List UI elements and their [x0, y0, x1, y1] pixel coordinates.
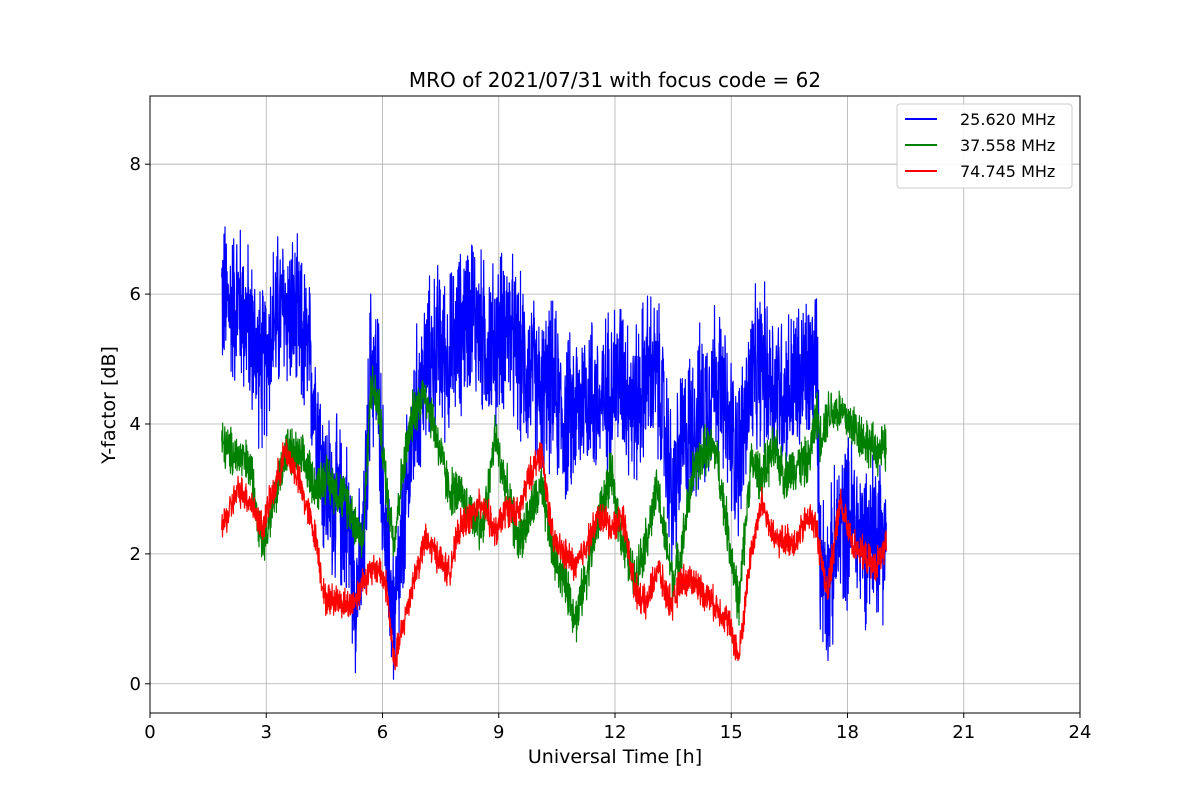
x-tick-label: 15 — [720, 722, 743, 743]
y-tick-label: 4 — [130, 414, 141, 435]
x-tick-label: 6 — [377, 722, 388, 743]
x-tick-label: 3 — [261, 722, 272, 743]
y-tick-label: 8 — [130, 154, 141, 175]
x-tick-label: 18 — [836, 722, 859, 743]
x-axis: 0 3 6 9 12 15 18 21 24 — [144, 713, 1091, 743]
x-tick-label: 21 — [952, 722, 975, 743]
plot-series-group — [221, 226, 887, 680]
series-line-3 — [221, 438, 887, 671]
x-axis-label: Universal Time [h] — [528, 746, 702, 768]
legend-label: 74.745 MHz — [960, 162, 1055, 181]
x-tick-label: 0 — [144, 722, 155, 743]
x-tick-label: 12 — [604, 722, 627, 743]
legend-box — [896, 103, 1073, 189]
series-line-2 — [221, 365, 887, 643]
y-tick-label: 0 — [130, 674, 141, 695]
legend-label: 25.620 MHz — [960, 110, 1055, 129]
y-tick-label: 6 — [130, 284, 141, 305]
x-tick-label: 9 — [493, 722, 504, 743]
x-tick-label: 24 — [1069, 722, 1092, 743]
legend-label: 37.558 MHz — [960, 136, 1055, 155]
y-tick-label: 2 — [130, 544, 141, 565]
chart-title: MRO of 2021/07/31 with focus code = 62 — [409, 68, 821, 92]
legend: 25.620 MHz 37.558 MHz 74.745 MHz — [896, 103, 1073, 189]
series-line-1 — [221, 226, 887, 680]
y-axis-label: Y-factor [dB] — [98, 346, 120, 465]
y-axis: 0 2 4 6 8 — [130, 154, 150, 695]
